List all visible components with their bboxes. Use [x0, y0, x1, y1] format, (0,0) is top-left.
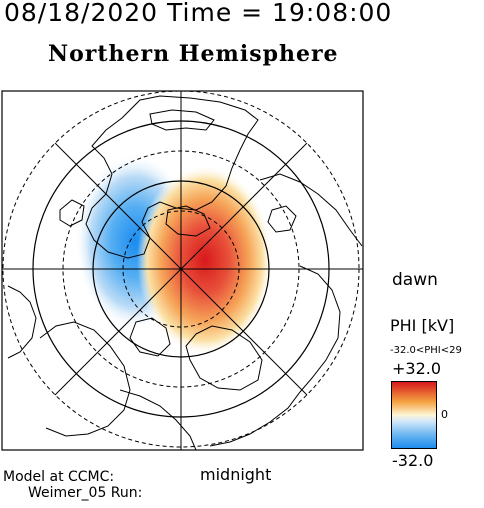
colorbar-max-label: +32.0	[392, 359, 442, 378]
midnight-label: midnight	[200, 465, 272, 484]
colorbar	[391, 381, 437, 449]
hemisphere-title: Northern Hemisphere	[48, 41, 339, 67]
run-label: Weimer_05 Run:	[28, 485, 143, 501]
colorbar-range-label: -32.0<PHI<29	[390, 346, 462, 356]
date-time-title: 08/18/2020 Time = 19:08:00	[4, 0, 393, 27]
polar-potential-map	[1, 90, 364, 451]
colorbar-zero-label: 0	[441, 408, 448, 421]
positive-cell	[137, 165, 273, 355]
dawn-label: dawn	[392, 270, 438, 290]
colorbar-min-label: -32.0	[392, 451, 434, 470]
colorbar-quantity-label: PHI [kV]	[390, 316, 455, 335]
model-label: Model at CCMC:	[3, 469, 115, 485]
